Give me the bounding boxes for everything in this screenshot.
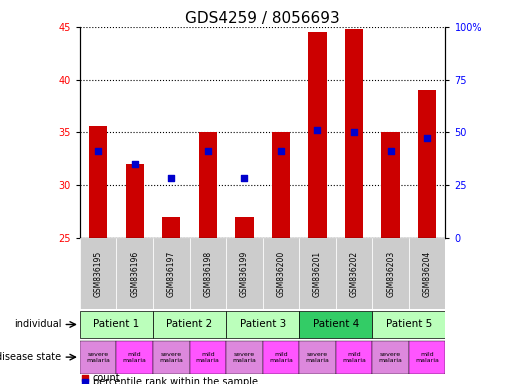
Bar bbox=[153, 311, 226, 338]
Bar bbox=[80, 341, 116, 374]
Text: mild
malaria: mild malaria bbox=[415, 352, 439, 362]
Bar bbox=[80, 311, 153, 338]
Point bbox=[81, 379, 90, 384]
Text: severe
malaria: severe malaria bbox=[159, 352, 183, 362]
Text: mild
malaria: mild malaria bbox=[196, 352, 220, 362]
Title: GDS4259 / 8056693: GDS4259 / 8056693 bbox=[185, 11, 340, 26]
Text: severe
malaria: severe malaria bbox=[305, 352, 330, 362]
Text: Patient 2: Patient 2 bbox=[166, 319, 213, 329]
Bar bbox=[126, 164, 144, 238]
Text: GSM836199: GSM836199 bbox=[240, 250, 249, 297]
Text: Patient 1: Patient 1 bbox=[93, 319, 140, 329]
Text: Patient 3: Patient 3 bbox=[239, 319, 286, 329]
Text: GSM836204: GSM836204 bbox=[423, 250, 432, 297]
Text: disease state: disease state bbox=[0, 352, 62, 362]
Point bbox=[350, 129, 358, 136]
Bar bbox=[336, 238, 372, 309]
Bar bbox=[80, 238, 116, 309]
Text: severe
malaria: severe malaria bbox=[86, 352, 110, 362]
Text: percentile rank within the sample: percentile rank within the sample bbox=[93, 377, 258, 384]
Text: mild
malaria: mild malaria bbox=[269, 352, 293, 362]
Text: mild
malaria: mild malaria bbox=[123, 352, 147, 362]
Text: GSM836201: GSM836201 bbox=[313, 250, 322, 297]
Bar bbox=[299, 238, 336, 309]
Point bbox=[423, 135, 432, 141]
Point bbox=[81, 375, 90, 381]
Bar bbox=[153, 238, 190, 309]
Bar bbox=[199, 132, 217, 238]
Point bbox=[313, 127, 321, 133]
Text: GSM836203: GSM836203 bbox=[386, 250, 395, 297]
Text: count: count bbox=[93, 373, 120, 383]
Bar bbox=[372, 311, 445, 338]
Bar bbox=[89, 126, 107, 238]
Bar bbox=[308, 32, 327, 238]
Text: Patient 4: Patient 4 bbox=[313, 319, 359, 329]
Text: GSM836200: GSM836200 bbox=[277, 250, 285, 297]
Bar bbox=[162, 217, 180, 238]
Text: GSM836196: GSM836196 bbox=[130, 250, 139, 297]
Text: mild
malaria: mild malaria bbox=[342, 352, 366, 362]
Text: GSM836198: GSM836198 bbox=[203, 250, 212, 297]
Bar bbox=[382, 132, 400, 238]
Bar bbox=[418, 90, 436, 238]
Text: severe
malaria: severe malaria bbox=[379, 352, 403, 362]
Bar bbox=[409, 238, 445, 309]
Bar bbox=[272, 132, 290, 238]
Text: GSM836197: GSM836197 bbox=[167, 250, 176, 297]
Bar bbox=[116, 341, 153, 374]
Bar bbox=[409, 341, 445, 374]
Bar bbox=[226, 311, 299, 338]
Point bbox=[204, 148, 212, 154]
Bar bbox=[190, 341, 226, 374]
Bar bbox=[263, 341, 299, 374]
Point bbox=[386, 148, 395, 154]
Bar bbox=[226, 341, 263, 374]
Point bbox=[94, 148, 102, 154]
Text: severe
malaria: severe malaria bbox=[232, 352, 256, 362]
Point bbox=[167, 175, 175, 181]
Bar bbox=[263, 238, 299, 309]
Text: GSM836195: GSM836195 bbox=[94, 250, 102, 297]
Point bbox=[131, 161, 139, 167]
Bar bbox=[190, 238, 226, 309]
Text: individual: individual bbox=[14, 319, 62, 329]
Bar bbox=[235, 217, 253, 238]
Bar bbox=[226, 238, 263, 309]
Bar bbox=[299, 311, 372, 338]
Bar bbox=[299, 341, 336, 374]
Bar bbox=[336, 341, 372, 374]
Point bbox=[240, 175, 248, 181]
Bar bbox=[372, 238, 409, 309]
Bar bbox=[153, 341, 190, 374]
Bar bbox=[345, 29, 363, 238]
Text: Patient 5: Patient 5 bbox=[386, 319, 432, 329]
Bar bbox=[372, 341, 409, 374]
Text: GSM836202: GSM836202 bbox=[350, 250, 358, 297]
Point bbox=[277, 148, 285, 154]
Bar bbox=[116, 238, 153, 309]
